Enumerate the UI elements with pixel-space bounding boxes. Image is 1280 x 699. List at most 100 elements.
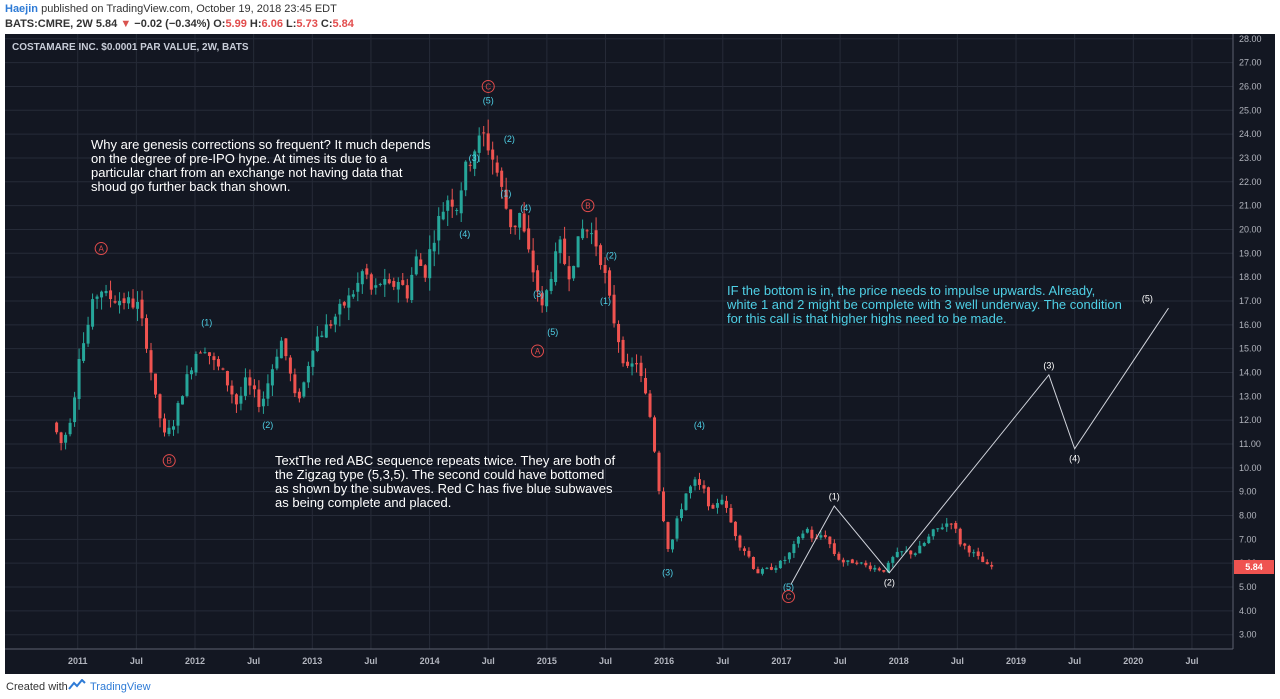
price-chart[interactable]: 3.004.005.006.007.008.009.0010.0011.0012…	[5, 34, 1275, 674]
open-label: O:	[213, 18, 226, 30]
wave-label-circle	[481, 79, 495, 93]
candle-body	[572, 265, 576, 279]
wave-label-circle	[94, 242, 108, 256]
candle-body	[662, 491, 666, 522]
candle-body	[360, 271, 364, 285]
candle-body	[477, 135, 481, 153]
x-tick-label: 2018	[889, 656, 909, 666]
candle-body	[73, 397, 77, 423]
candle-body	[837, 553, 841, 560]
y-tick-label: 15.00	[1239, 344, 1262, 354]
y-tick-label: 24.00	[1239, 129, 1262, 139]
y-tick-label: 7.00	[1239, 534, 1257, 544]
candle-body	[891, 557, 895, 563]
note-impulse: IF the bottom is in, the price needs to …	[727, 284, 1122, 326]
x-tick-label: Jul	[834, 656, 847, 666]
candle-body	[185, 374, 189, 396]
candle-body	[783, 559, 787, 561]
wave-label: B	[585, 202, 590, 211]
candle-body	[796, 536, 800, 544]
y-tick-label: 11.00	[1239, 439, 1261, 449]
candle-body	[513, 225, 517, 228]
candle-body	[823, 535, 827, 538]
candle-body	[639, 362, 643, 376]
candle-body	[198, 352, 202, 354]
candle-body	[234, 394, 238, 405]
candle-body	[990, 565, 994, 567]
wave-label: (2)	[884, 577, 895, 587]
tradingview-logo-icon[interactable]	[68, 679, 86, 691]
candle-body	[500, 170, 504, 187]
candle-body	[644, 377, 648, 394]
wave-label-circle	[162, 454, 176, 468]
candle-body	[801, 533, 805, 539]
candle-body	[617, 323, 621, 343]
y-tick-label: 14.00	[1239, 367, 1262, 377]
candle-body	[140, 299, 144, 319]
candle-body	[365, 268, 369, 275]
candle-body	[145, 318, 149, 349]
candle-body	[297, 391, 301, 399]
candle-body	[257, 389, 261, 407]
wave-label: (1)	[600, 296, 611, 306]
candle-body	[266, 383, 270, 399]
candle-body	[158, 394, 162, 419]
x-tick-label: 2014	[420, 656, 440, 666]
candle-body	[958, 528, 962, 545]
candle-body	[693, 479, 697, 486]
chart-panel[interactable]: 3.004.005.006.007.008.009.0010.0011.0012…	[5, 34, 1275, 674]
candle-body	[936, 528, 940, 530]
candle-body	[55, 422, 59, 433]
candle-body	[711, 504, 715, 509]
candle-body	[82, 343, 86, 361]
x-tick-label: Jul	[482, 656, 495, 666]
candle-body	[216, 359, 220, 367]
y-tick-label: 18.00	[1239, 272, 1262, 282]
wave-label-circle	[530, 344, 544, 358]
candle-body	[338, 303, 342, 315]
note-line: on the degree of pre-IPO hype. At times …	[91, 151, 388, 166]
x-tick-label: 2020	[1123, 656, 1143, 666]
candle-body	[599, 245, 603, 266]
candle-body	[64, 434, 68, 443]
tradingview-link[interactable]: TradingView	[90, 681, 151, 693]
y-tick-label: 26.00	[1239, 81, 1262, 91]
candle-body	[967, 546, 971, 553]
candle-body	[396, 281, 400, 290]
candle-body	[778, 560, 782, 569]
down-arrow-icon: ▼	[120, 18, 132, 30]
wave-label: (3)	[533, 289, 544, 299]
quote-line: BATS:CMRE, 2W 5.84 ▼ −0.02 (−0.34%) O:5.…	[5, 18, 354, 30]
note-abc: TextThe red ABC sequence repeats twice. …	[275, 454, 615, 510]
candle-body	[284, 338, 288, 357]
candle-body	[697, 479, 701, 485]
x-tick-label: Jul	[1185, 656, 1198, 666]
candle-body	[787, 552, 791, 560]
candle-body	[567, 266, 571, 280]
x-tick-label: 2012	[185, 656, 205, 666]
candle-body	[149, 350, 153, 373]
candle-body	[972, 552, 976, 554]
y-tick-label: 4.00	[1239, 606, 1257, 616]
candle-body	[855, 562, 859, 564]
candle-body	[688, 486, 692, 494]
x-tick-label: Jul	[599, 656, 612, 666]
candle-body	[437, 215, 441, 241]
candle-body	[590, 233, 594, 235]
note-line: as being complete and placed.	[275, 495, 452, 510]
candle-body	[356, 282, 360, 292]
candle-body	[927, 536, 931, 544]
candle-body	[886, 562, 890, 573]
candle-body	[104, 290, 108, 294]
candle-body	[657, 452, 661, 492]
candle-body	[733, 521, 737, 537]
x-tick-label: 2015	[537, 656, 557, 666]
candle-body	[648, 393, 652, 417]
candle-body	[333, 316, 337, 325]
candle-body	[369, 274, 373, 290]
candle-body	[819, 535, 823, 538]
author-link[interactable]: Haejin	[5, 3, 39, 15]
note-line: the Zigzag type (5,3,5). The second coul…	[275, 467, 605, 482]
candle-body	[940, 527, 944, 530]
y-tick-label: 20.00	[1239, 224, 1262, 234]
